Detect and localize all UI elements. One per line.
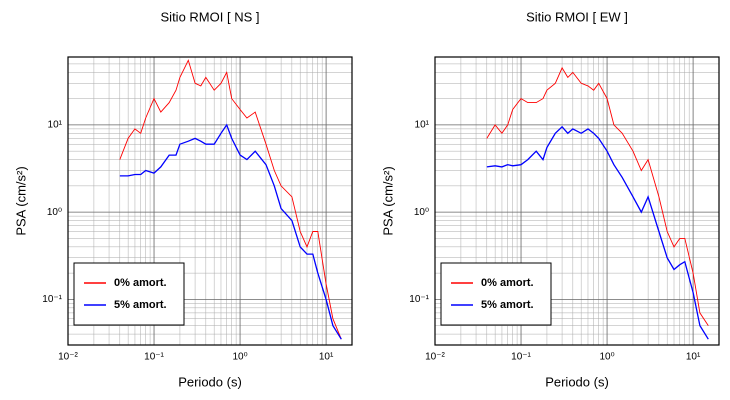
chart-title: Sitio RMOI [ EW ]: [526, 9, 628, 24]
legend-label: 0% amort.: [481, 277, 534, 289]
y-tick-label: 10⁻¹: [42, 294, 62, 305]
y-tick-label: 10⁻¹: [409, 294, 429, 305]
x-axis-label: Periodo (s): [545, 374, 609, 389]
series-line: [119, 59, 342, 340]
chart-title: Sitio RMOI [ NS ]: [161, 9, 260, 24]
x-axis-label: Periodo (s): [178, 374, 242, 389]
x-tick-label: 10⁻²: [425, 352, 445, 363]
plot-frame: [67, 56, 353, 346]
y-tick-label: 10⁰: [414, 207, 429, 218]
y-axis-label: PSA (cm/s²): [13, 166, 28, 235]
legend-box: [440, 262, 552, 326]
panel: Sitio RMOI [ NS ] 10⁻² 10⁻¹ 10⁰ 10¹ 10⁻¹ 10⁰ 10…: [13, 9, 353, 389]
y-tick-label: 10¹: [48, 120, 63, 131]
y-tick-label: 10⁰: [47, 207, 62, 218]
x-tick-label: 10⁰: [232, 352, 247, 363]
plot-frame: [434, 56, 720, 346]
x-tick-label: 10⁻²: [58, 352, 78, 363]
legend-box: [73, 262, 185, 326]
legend-label: 5% amort.: [481, 299, 534, 311]
legend-label: 5% amort.: [114, 299, 167, 311]
panel: Sitio RMOI [ EW ] 10⁻² 10⁻¹ 10⁰ 10¹ 10⁻¹ 10⁰ 10…: [380, 9, 720, 389]
x-tick-label: 10¹: [686, 352, 701, 363]
x-tick-label: 10⁻¹: [144, 352, 164, 363]
series-line: [486, 66, 709, 326]
y-tick-label: 10¹: [415, 120, 430, 131]
legend-label: 0% amort.: [114, 277, 167, 289]
x-tick-label: 10⁰: [599, 352, 614, 363]
x-tick-label: 10¹: [319, 352, 334, 363]
y-axis-label: PSA (cm/s²): [380, 166, 395, 235]
x-tick-label: 10⁻¹: [511, 352, 531, 363]
series-line: [119, 123, 342, 340]
series-line: [486, 125, 709, 340]
